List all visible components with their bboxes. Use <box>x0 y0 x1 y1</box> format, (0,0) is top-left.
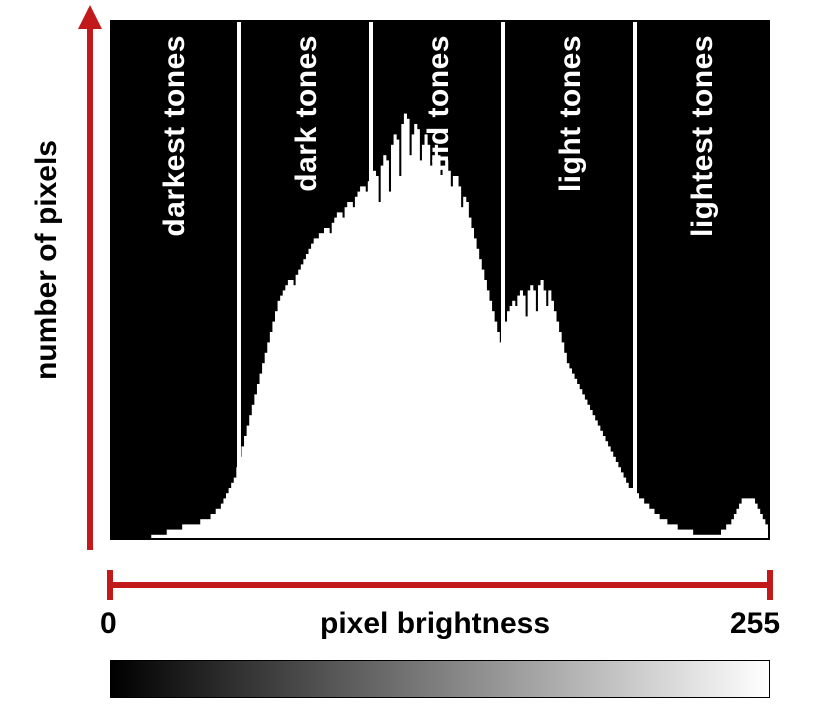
histogram-panel: darkest tones dark tones mid tones light to… <box>110 20 770 540</box>
region-divider <box>633 20 637 540</box>
x-axis-label: pixel brightness <box>320 607 550 641</box>
y-axis-label: number of pixels <box>30 140 64 380</box>
x-axis-bar <box>90 565 790 605</box>
region-divider <box>369 20 373 540</box>
region-label: light tones <box>554 35 588 192</box>
region-divider <box>237 20 241 540</box>
region-label: darkest tones <box>158 35 192 237</box>
region-label: mid tones <box>422 35 456 181</box>
y-axis-arrow <box>70 5 110 555</box>
x-tick-min: 0 <box>100 607 117 641</box>
region-label: lightest tones <box>686 35 720 237</box>
x-tick-max: 255 <box>730 607 780 641</box>
region-label: dark tones <box>290 35 324 192</box>
figure-container: darkest tones dark tones mid tones light to… <box>0 0 813 720</box>
brightness-gradient-bar <box>110 660 770 698</box>
region-divider <box>501 20 505 540</box>
